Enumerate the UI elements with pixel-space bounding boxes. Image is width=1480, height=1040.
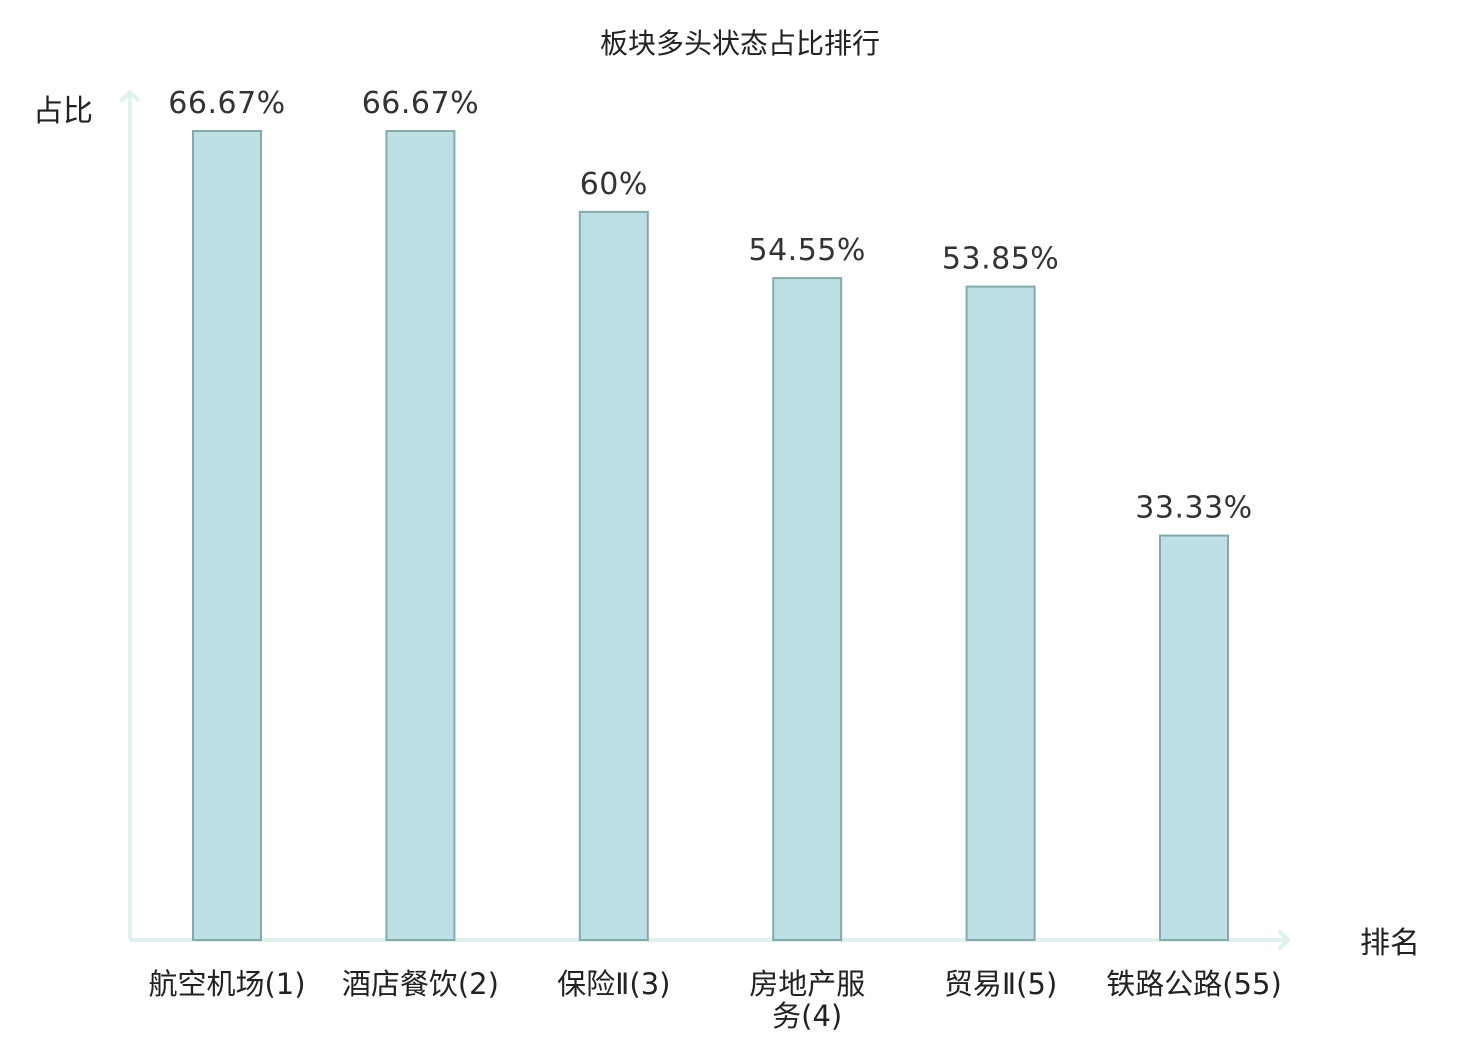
value-label-6: 33.33% [1135,491,1252,526]
value-label-1: 66.67% [168,86,285,121]
value-label-2: 66.67% [362,86,479,121]
category-label-6: 铁路公路(55) [1106,967,1282,1001]
bar-3 [578,210,649,941]
category-label-line: 航空机场(1) [148,967,305,1001]
bar-1 [192,130,262,941]
bar-4 [772,277,843,942]
category-label-line: 房地产服 [749,967,865,1001]
category-labels-group: 航空机场(1) 酒店餐饮(2) 保险Ⅱ(3) 房地产服务(4) 贸易Ⅱ(5) 铁路公路(5… [148,967,1281,1033]
category-label-line: 铁路公路(55) [1106,967,1282,1001]
bar-6 [1159,534,1229,941]
category-label-1: 航空机场(1) [148,967,305,1001]
category-label-4: 房地产服务(4) [749,967,865,1033]
bar-5 [965,285,1036,942]
category-label-line: 贸易Ⅱ(5) [944,967,1057,1001]
category-label-5: 贸易Ⅱ(5) [944,967,1057,1001]
category-label-line: 务(4) [772,999,842,1033]
value-label-3: 60% [580,167,648,202]
bars-group [192,130,1229,942]
category-label-line: 酒店餐饮(2) [342,967,499,1001]
bar-2 [385,130,456,941]
x-axis-label: 排名 [1360,926,1420,961]
value-label-4: 54.55% [749,233,866,268]
y-axis-label: 占比 [33,94,93,129]
value-labels-group: 66.67% 66.67% 60% 54.55% 53.85% 33.33% [168,86,1252,526]
category-label-2: 酒店餐饮(2) [342,967,499,1001]
value-label-5: 53.85% [942,242,1059,277]
chart-title: 板块多头状态占比排行 [600,27,880,60]
category-label-3: 保险Ⅱ(3) [557,967,670,1001]
category-label-line: 保险Ⅱ(3) [557,967,670,1001]
